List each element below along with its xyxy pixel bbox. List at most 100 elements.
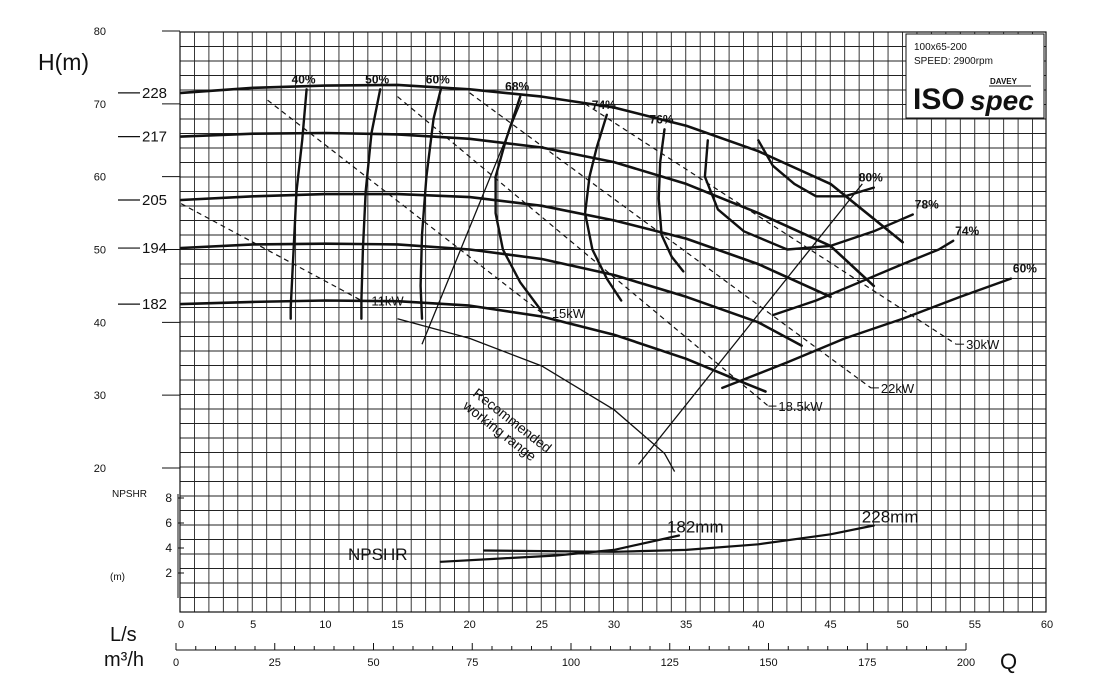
x-tick-label-ls: 55 — [969, 619, 981, 631]
recommended-working-range — [397, 99, 863, 472]
x-tick-label-ls: 15 — [391, 619, 403, 631]
y-tick-label: 40 — [94, 317, 106, 329]
y-tick-label: 60 — [94, 172, 106, 184]
efficiency-label: 60% — [426, 72, 450, 86]
npshr-curve — [483, 524, 875, 553]
impeller-curve — [179, 131, 876, 288]
range-bottom-boundary — [397, 318, 676, 472]
power-line-label: 22kW — [881, 381, 915, 396]
npshr-tick-label: 8 — [165, 491, 172, 505]
efficiency-label: 74% — [592, 98, 616, 112]
x-tick-label-m3h: 125 — [661, 657, 679, 669]
x-axis-ticks-ls: 0 5 10 15 20 25 30 35 40 45 50 55 60 — [178, 619, 1053, 631]
info-box-frame — [905, 33, 1045, 119]
x-axis-ticks-m3h: 0 25 50 75 100 125 150 175 200 — [173, 643, 975, 669]
x-tick-label-ls: 0 — [178, 619, 184, 631]
brand-spec-text: spec — [970, 85, 1034, 116]
x-tick-label-ls: 40 — [752, 619, 764, 631]
efficiency-contour — [771, 239, 955, 317]
npshr-curve-label: 182mm — [667, 518, 724, 537]
speed-text: SPEED: 2900rpm — [914, 56, 993, 67]
x-tick-label-m3h: 50 — [367, 657, 379, 669]
npshr-tick-label: 2 — [165, 566, 172, 580]
power-line-label: 15kW — [552, 306, 586, 321]
npshr-axis-unit: (m) — [110, 572, 125, 583]
impeller-label: 228 — [142, 85, 167, 102]
x-tick-label-ls: 20 — [464, 619, 476, 631]
efficiency-contour — [757, 139, 875, 198]
npshr-curve — [439, 534, 681, 563]
impeller-curve — [179, 192, 832, 299]
info-box: 100x65-200 SPEED: 2900rpm DAVEY ISO spec — [905, 33, 1045, 119]
efficiency-label: 74% — [955, 224, 979, 238]
x-tick-label-ls: 35 — [680, 619, 692, 631]
brand-small-text: DAVEY — [990, 77, 1018, 86]
power-line-label: 18.5kW — [778, 399, 823, 414]
x-tick-label-m3h: 150 — [759, 657, 777, 669]
impeller-curve — [179, 299, 767, 393]
efficiency-contours: 40% 50% 60% 68% 74% 76% 78% 80% 74% 60% — [289, 72, 1037, 390]
npshr-axis-title: NPSHR — [112, 489, 147, 500]
y-tick-label: 50 — [94, 245, 106, 257]
efficiency-contour — [360, 88, 382, 320]
x-tick-label-ls: 5 — [250, 619, 256, 631]
model-text: 100x65-200 — [914, 42, 967, 53]
y-tick-label: 80 — [94, 26, 106, 38]
efficiency-contour — [419, 88, 442, 320]
npshr-curves: 182mm 228mm NPSHR — [348, 508, 918, 565]
x-axis-unit-m3h: m³/h — [104, 649, 144, 671]
x-tick-label-ls: 10 — [319, 619, 331, 631]
efficiency-label: 68% — [505, 80, 529, 94]
brand-iso-text: ISO — [913, 83, 965, 116]
efficiency-label: 60% — [1013, 262, 1037, 276]
y-axis-ticks: 20 30 40 50 60 70 80 — [94, 26, 180, 475]
efficiency-label: 50% — [365, 72, 389, 86]
impeller-curves: 228 217 205 194 182 — [118, 83, 904, 393]
power-line — [584, 103, 957, 345]
range-right-boundary — [637, 183, 863, 465]
impeller-label: 205 — [142, 192, 167, 209]
impeller-label: 182 — [142, 296, 167, 313]
x-tick-label-m3h: 200 — [957, 657, 975, 669]
x-tick-label-m3h: 25 — [269, 657, 281, 669]
recommended-label: Recommended working range — [460, 385, 555, 464]
efficiency-label: 80% — [859, 171, 883, 185]
impeller-label: 194 — [142, 240, 167, 257]
y-axis-title: H(m) — [38, 49, 89, 75]
efficiency-contour — [703, 139, 914, 251]
efficiency-contour — [583, 113, 623, 302]
power-line — [469, 92, 872, 389]
efficiency-label: 76% — [650, 112, 674, 126]
x-tick-label-m3h: 175 — [858, 657, 876, 669]
impeller-curve — [179, 242, 803, 347]
npshr-tick-label: 4 — [165, 541, 172, 555]
impeller-curve — [179, 83, 904, 244]
efficiency-label: 40% — [292, 72, 316, 86]
npshr-label: NPSHR — [348, 545, 408, 564]
npshr-tick-label: 6 — [165, 516, 172, 530]
x-axis-unit-ls: L/s — [110, 624, 137, 646]
y-tick-label: 20 — [94, 463, 106, 475]
power-line — [397, 96, 769, 407]
efficiency-label: 78% — [915, 198, 939, 212]
npshr-axis-ticks: 2 4 6 8 — [165, 491, 184, 598]
npshr-curve-label: 228mm — [862, 508, 919, 527]
x-tick-label-ls: 30 — [608, 619, 620, 631]
power-line-label: 30kW — [966, 337, 1000, 352]
efficiency-contour — [657, 128, 685, 273]
x-tick-label-ls: 45 — [824, 619, 836, 631]
x-tick-label-ls: 60 — [1041, 619, 1053, 631]
x-tick-label-m3h: 100 — [562, 657, 580, 669]
efficiency-contour — [721, 277, 1013, 390]
efficiency-contour — [289, 88, 308, 320]
x-tick-label-ls: 25 — [536, 619, 548, 631]
x-tick-label-ls: 50 — [897, 619, 909, 631]
efficiency-contour — [494, 95, 543, 313]
x-axis-title: Q — [1000, 649, 1017, 674]
x-tick-label-m3h: 0 — [173, 657, 179, 669]
impeller-label: 217 — [142, 129, 167, 146]
power-line — [180, 203, 362, 302]
x-tick-label-m3h: 75 — [466, 657, 478, 669]
